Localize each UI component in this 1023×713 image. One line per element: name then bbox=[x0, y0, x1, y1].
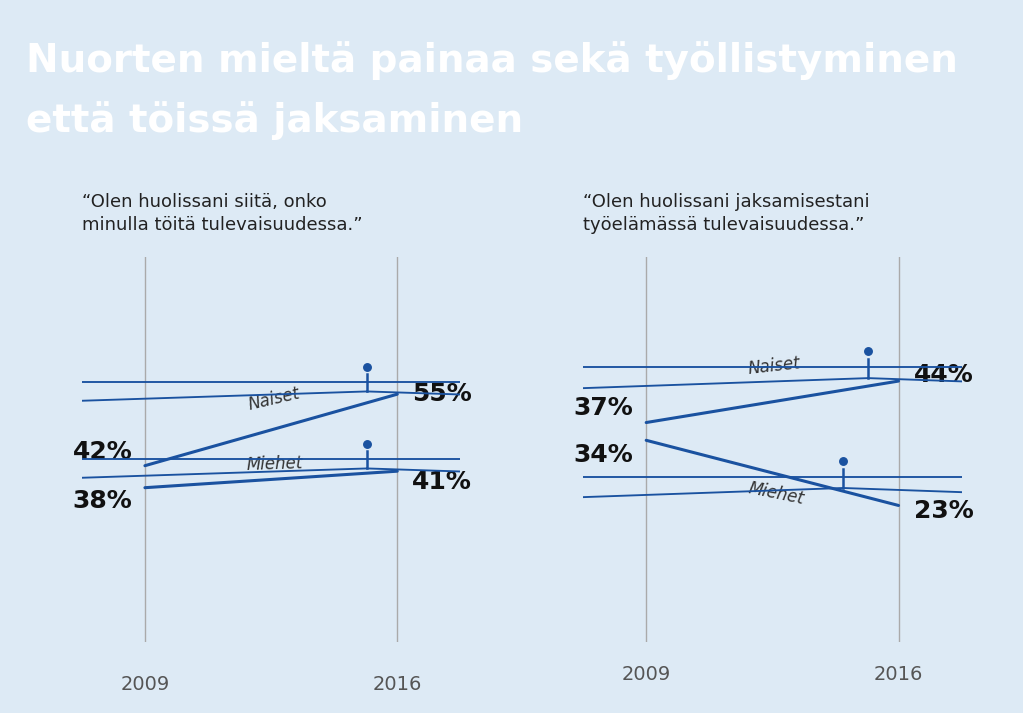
Text: “Olen huolissani siitä, onko
minulla töitä tulevaisuudessa.”: “Olen huolissani siitä, onko minulla töi… bbox=[82, 193, 362, 234]
Text: Miehet: Miehet bbox=[747, 479, 806, 508]
Text: 37%: 37% bbox=[574, 396, 633, 420]
Text: Naiset: Naiset bbox=[246, 384, 301, 414]
Text: 42%: 42% bbox=[73, 440, 132, 464]
Text: “Olen huolissani jaksamisestani
työelämässä tulevaisuudessa.”: “Olen huolissani jaksamisestani työelämä… bbox=[583, 193, 870, 234]
Text: 2016: 2016 bbox=[874, 665, 923, 684]
Text: Naiset: Naiset bbox=[747, 354, 801, 378]
Text: 38%: 38% bbox=[73, 489, 132, 513]
Text: 44%: 44% bbox=[914, 363, 974, 387]
Text: Miehet: Miehet bbox=[246, 454, 303, 474]
Text: 55%: 55% bbox=[412, 382, 473, 406]
Text: että töissä jaksaminen: että töissä jaksaminen bbox=[26, 101, 523, 140]
Text: 23%: 23% bbox=[914, 499, 974, 523]
Text: 41%: 41% bbox=[412, 470, 473, 494]
Text: 2016: 2016 bbox=[372, 674, 421, 694]
Text: 2009: 2009 bbox=[622, 665, 671, 684]
Text: Nuorten mieltä painaa sekä työllistyminen: Nuorten mieltä painaa sekä työllistymine… bbox=[26, 41, 958, 81]
Text: 34%: 34% bbox=[574, 443, 633, 467]
Text: 2009: 2009 bbox=[121, 674, 170, 694]
